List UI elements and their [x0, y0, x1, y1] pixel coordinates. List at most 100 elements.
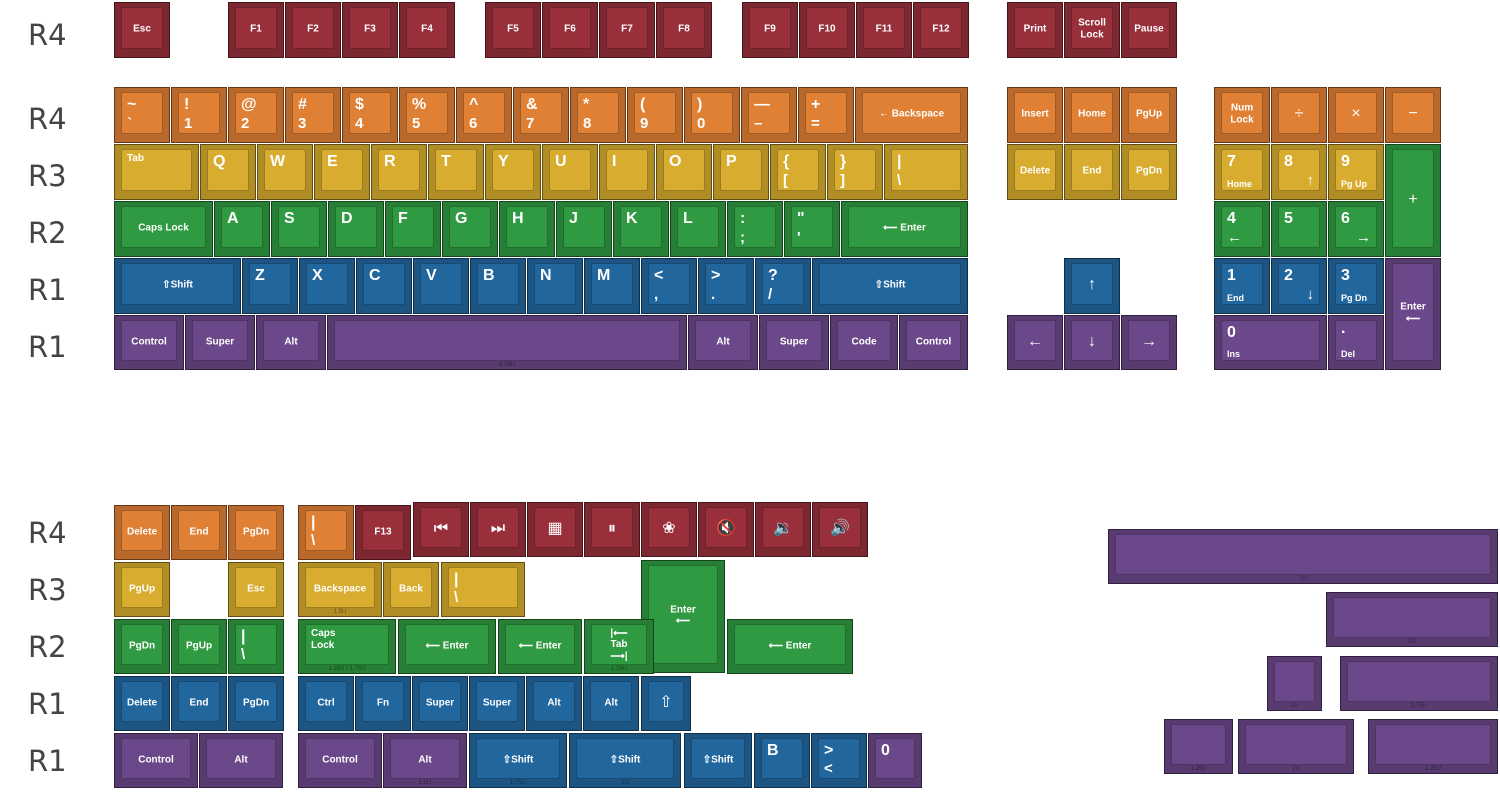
keycap-top-face: [221, 206, 263, 248]
keycap: F13: [355, 505, 411, 560]
keycap: 🔉: [755, 502, 811, 557]
keycap-legend: 5: [1284, 210, 1293, 227]
keycap: Alt: [526, 676, 582, 731]
keycap-top-face: [577, 92, 619, 134]
keycap-top-face: [734, 624, 846, 665]
keycap-legend: 7U: [1299, 576, 1307, 582]
keycap-legend: End: [1082, 165, 1102, 177]
keycap: — –: [741, 87, 797, 143]
keycap-legend: ⇧Shift: [702, 754, 734, 766]
keycap-legend: Insert: [1021, 108, 1049, 120]
keycap-top-face: [1392, 263, 1434, 361]
keycap-legend: ▦: [547, 519, 563, 537]
keycap-legend: Home: [1227, 178, 1253, 189]
keycap-top-face: [505, 624, 575, 665]
keycap-top-face: [734, 206, 776, 248]
keycap: ⇧Shift: [684, 733, 752, 788]
keycap-legend: 1.5U: [333, 609, 347, 615]
keycap: I: [599, 144, 655, 200]
keycap: H: [499, 201, 555, 257]
keycap-legend: Del: [1341, 348, 1356, 359]
keycap: Enter ⟵: [1385, 258, 1441, 370]
keycap-top-face: [705, 507, 747, 548]
keycap: F2: [285, 2, 341, 58]
keycap: 8 ↑: [1271, 144, 1327, 200]
keycap-legend: ': [797, 228, 801, 246]
keycap: Backspace 1.5U: [298, 562, 382, 617]
keycap-legend: +: [1408, 190, 1418, 208]
keycap-legend: ←: [1027, 332, 1043, 350]
keycap: 🔊: [812, 502, 868, 557]
row-label: R1: [28, 744, 67, 778]
row-label: R1: [28, 687, 67, 721]
keycap-legend: 1.5U: [418, 780, 432, 786]
keycap-top-face: [805, 92, 847, 134]
keycap-legend: L: [683, 210, 693, 227]
keycap-legend: ❀: [662, 519, 676, 537]
keycap: 3 Pg Dn: [1328, 258, 1384, 314]
keycap-top-face: [766, 320, 822, 361]
keycap-top-face: [1375, 724, 1491, 765]
keycap-top-face: [591, 263, 633, 305]
keycap-top-face: [1274, 661, 1315, 702]
keycap: Alt: [583, 676, 639, 731]
keycap-top-face: [406, 7, 448, 49]
keycap: E: [314, 144, 370, 200]
keycap-top-face: [1221, 320, 1320, 361]
keycap-top-face: [235, 92, 277, 134]
keycap: PgDn: [228, 676, 284, 731]
keycap: {[: [770, 144, 826, 200]
keycap-top-face: [1347, 661, 1491, 702]
keycap: 6 →: [1328, 201, 1384, 257]
keycap-legend: >: [711, 267, 721, 284]
keycap: PgDn: [1121, 144, 1177, 200]
keycap-legend: PgDn: [128, 640, 156, 652]
keycap-legend: Z: [255, 267, 265, 284]
keycap-top-face: [648, 681, 684, 722]
keycap-top-face: [349, 7, 391, 49]
keycap-top-face: [121, 206, 206, 248]
keycap: Control: [298, 733, 382, 788]
keycap-top-face: [906, 320, 961, 361]
keycap: Pause: [1121, 2, 1177, 58]
keycap-legend: Print: [1023, 23, 1047, 35]
keycap-legend: I: [612, 153, 617, 170]
keycap: A: [214, 201, 270, 257]
keycap-top-face: [1014, 7, 1056, 49]
keycap-top-face: [1333, 597, 1491, 638]
keycap-legend: <: [654, 267, 664, 284]
keycap-top-face: [406, 92, 448, 134]
keycap-top-face: [1245, 724, 1347, 765]
keycap-top-face: [705, 263, 747, 305]
keycap-top-face: [1115, 534, 1491, 575]
keycap-legend: F8: [678, 23, 690, 35]
keycap-top-face: [590, 681, 632, 722]
keycap-top-face: [791, 206, 833, 248]
keycap-legend: Backspace: [313, 583, 367, 595]
keycap-top-face: [1221, 206, 1263, 248]
keycap: +: [1385, 144, 1441, 257]
keycap-top-face: [1221, 92, 1263, 134]
keycap-top-face: [1335, 263, 1377, 305]
keycap: Caps Lock: [114, 201, 213, 257]
keycap: ⏭: [470, 502, 526, 557]
keycap: 4 ←: [1214, 201, 1270, 257]
keycap-top-face: [534, 263, 576, 305]
keycap-top-face: [634, 92, 676, 134]
keycap: % 5: [399, 87, 455, 143]
row-label: R1: [28, 330, 67, 364]
keycap-legend: Home: [1078, 108, 1106, 120]
keycap-legend: |: [897, 153, 902, 170]
keycap: D: [328, 201, 384, 257]
keycap-legend: End: [189, 526, 209, 538]
keycap: K: [613, 201, 669, 257]
keycap-legend: Pg Up: [1341, 178, 1367, 189]
keycap: 2 ↓: [1271, 258, 1327, 314]
keycap-legend: Scroll Lock: [1078, 17, 1106, 40]
keycap-top-face: [207, 149, 249, 191]
keycap-legend: Pg Dn: [1341, 292, 1367, 303]
keycap-legend: F5: [507, 23, 519, 35]
keycap-legend: →: [1141, 332, 1157, 350]
keycap-legend: ,: [654, 285, 659, 303]
keycap-legend: PgUp: [1135, 108, 1163, 120]
